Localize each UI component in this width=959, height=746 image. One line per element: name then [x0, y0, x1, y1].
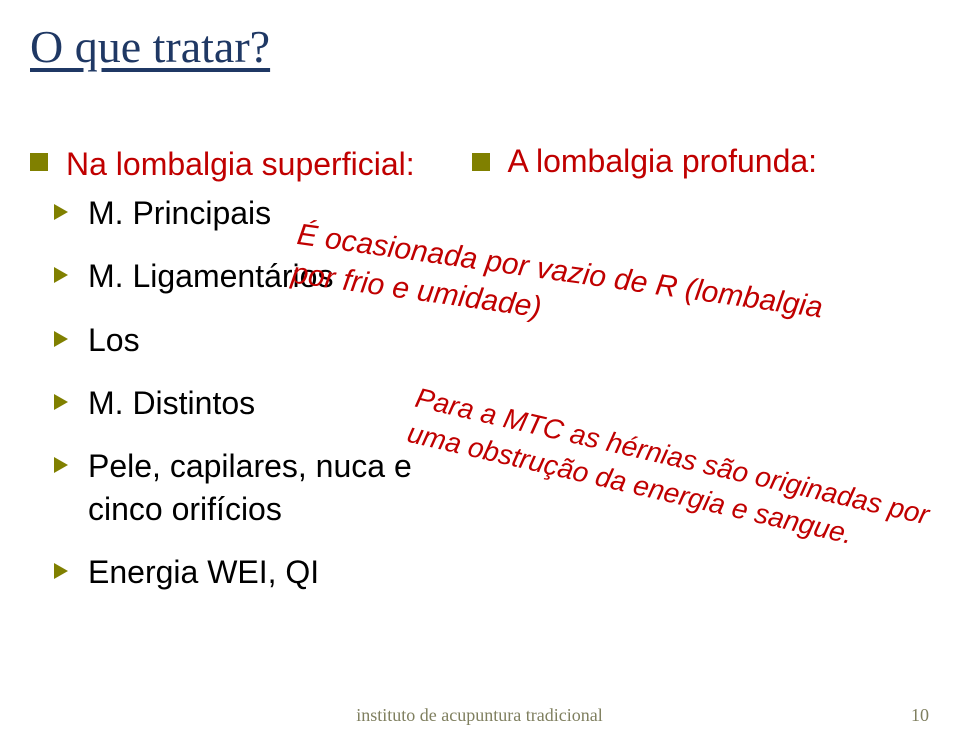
left-heading-bullet: Na lombalgia superficial:: [30, 143, 462, 186]
left-column: Na lombalgia superficial: M. Principais …: [30, 143, 462, 615]
list-item: Los: [52, 319, 462, 362]
list-item-label: M. Distintos: [88, 382, 255, 425]
footer-institute: instituto de acupuntura tradicional: [356, 705, 602, 726]
arrow-bullet-icon: [52, 392, 72, 412]
left-heading-text: Na lombalgia superficial:: [66, 143, 415, 186]
list-item: Energia WEI, QI: [52, 551, 462, 594]
list-item-label: M. Principais: [88, 192, 271, 235]
content-row: Na lombalgia superficial: M. Principais …: [30, 143, 929, 615]
right-heading-bullet: A lombalgia profunda:: [472, 143, 929, 180]
slide: O que tratar? Na lombalgia superficial: …: [0, 0, 959, 746]
arrow-bullet-icon: [52, 329, 72, 349]
arrow-bullet-icon: [52, 561, 72, 581]
square-bullet-icon: [30, 153, 48, 171]
square-bullet-icon: [472, 153, 490, 171]
page-number: 10: [911, 705, 929, 726]
list-item: M. Distintos: [52, 382, 462, 425]
list-item-label: Energia WEI, QI: [88, 551, 319, 594]
right-heading-text: A lombalgia profunda:: [508, 143, 818, 180]
slide-title: O que tratar?: [30, 20, 929, 73]
arrow-bullet-icon: [52, 455, 72, 475]
list-item-label: Los: [88, 319, 140, 362]
arrow-bullet-icon: [52, 202, 72, 222]
list-item: Pele, capilares, nuca e cinco orifícios: [52, 445, 462, 531]
list-item-label: Pele, capilares, nuca e cinco orifícios: [88, 445, 462, 531]
arrow-bullet-icon: [52, 265, 72, 285]
